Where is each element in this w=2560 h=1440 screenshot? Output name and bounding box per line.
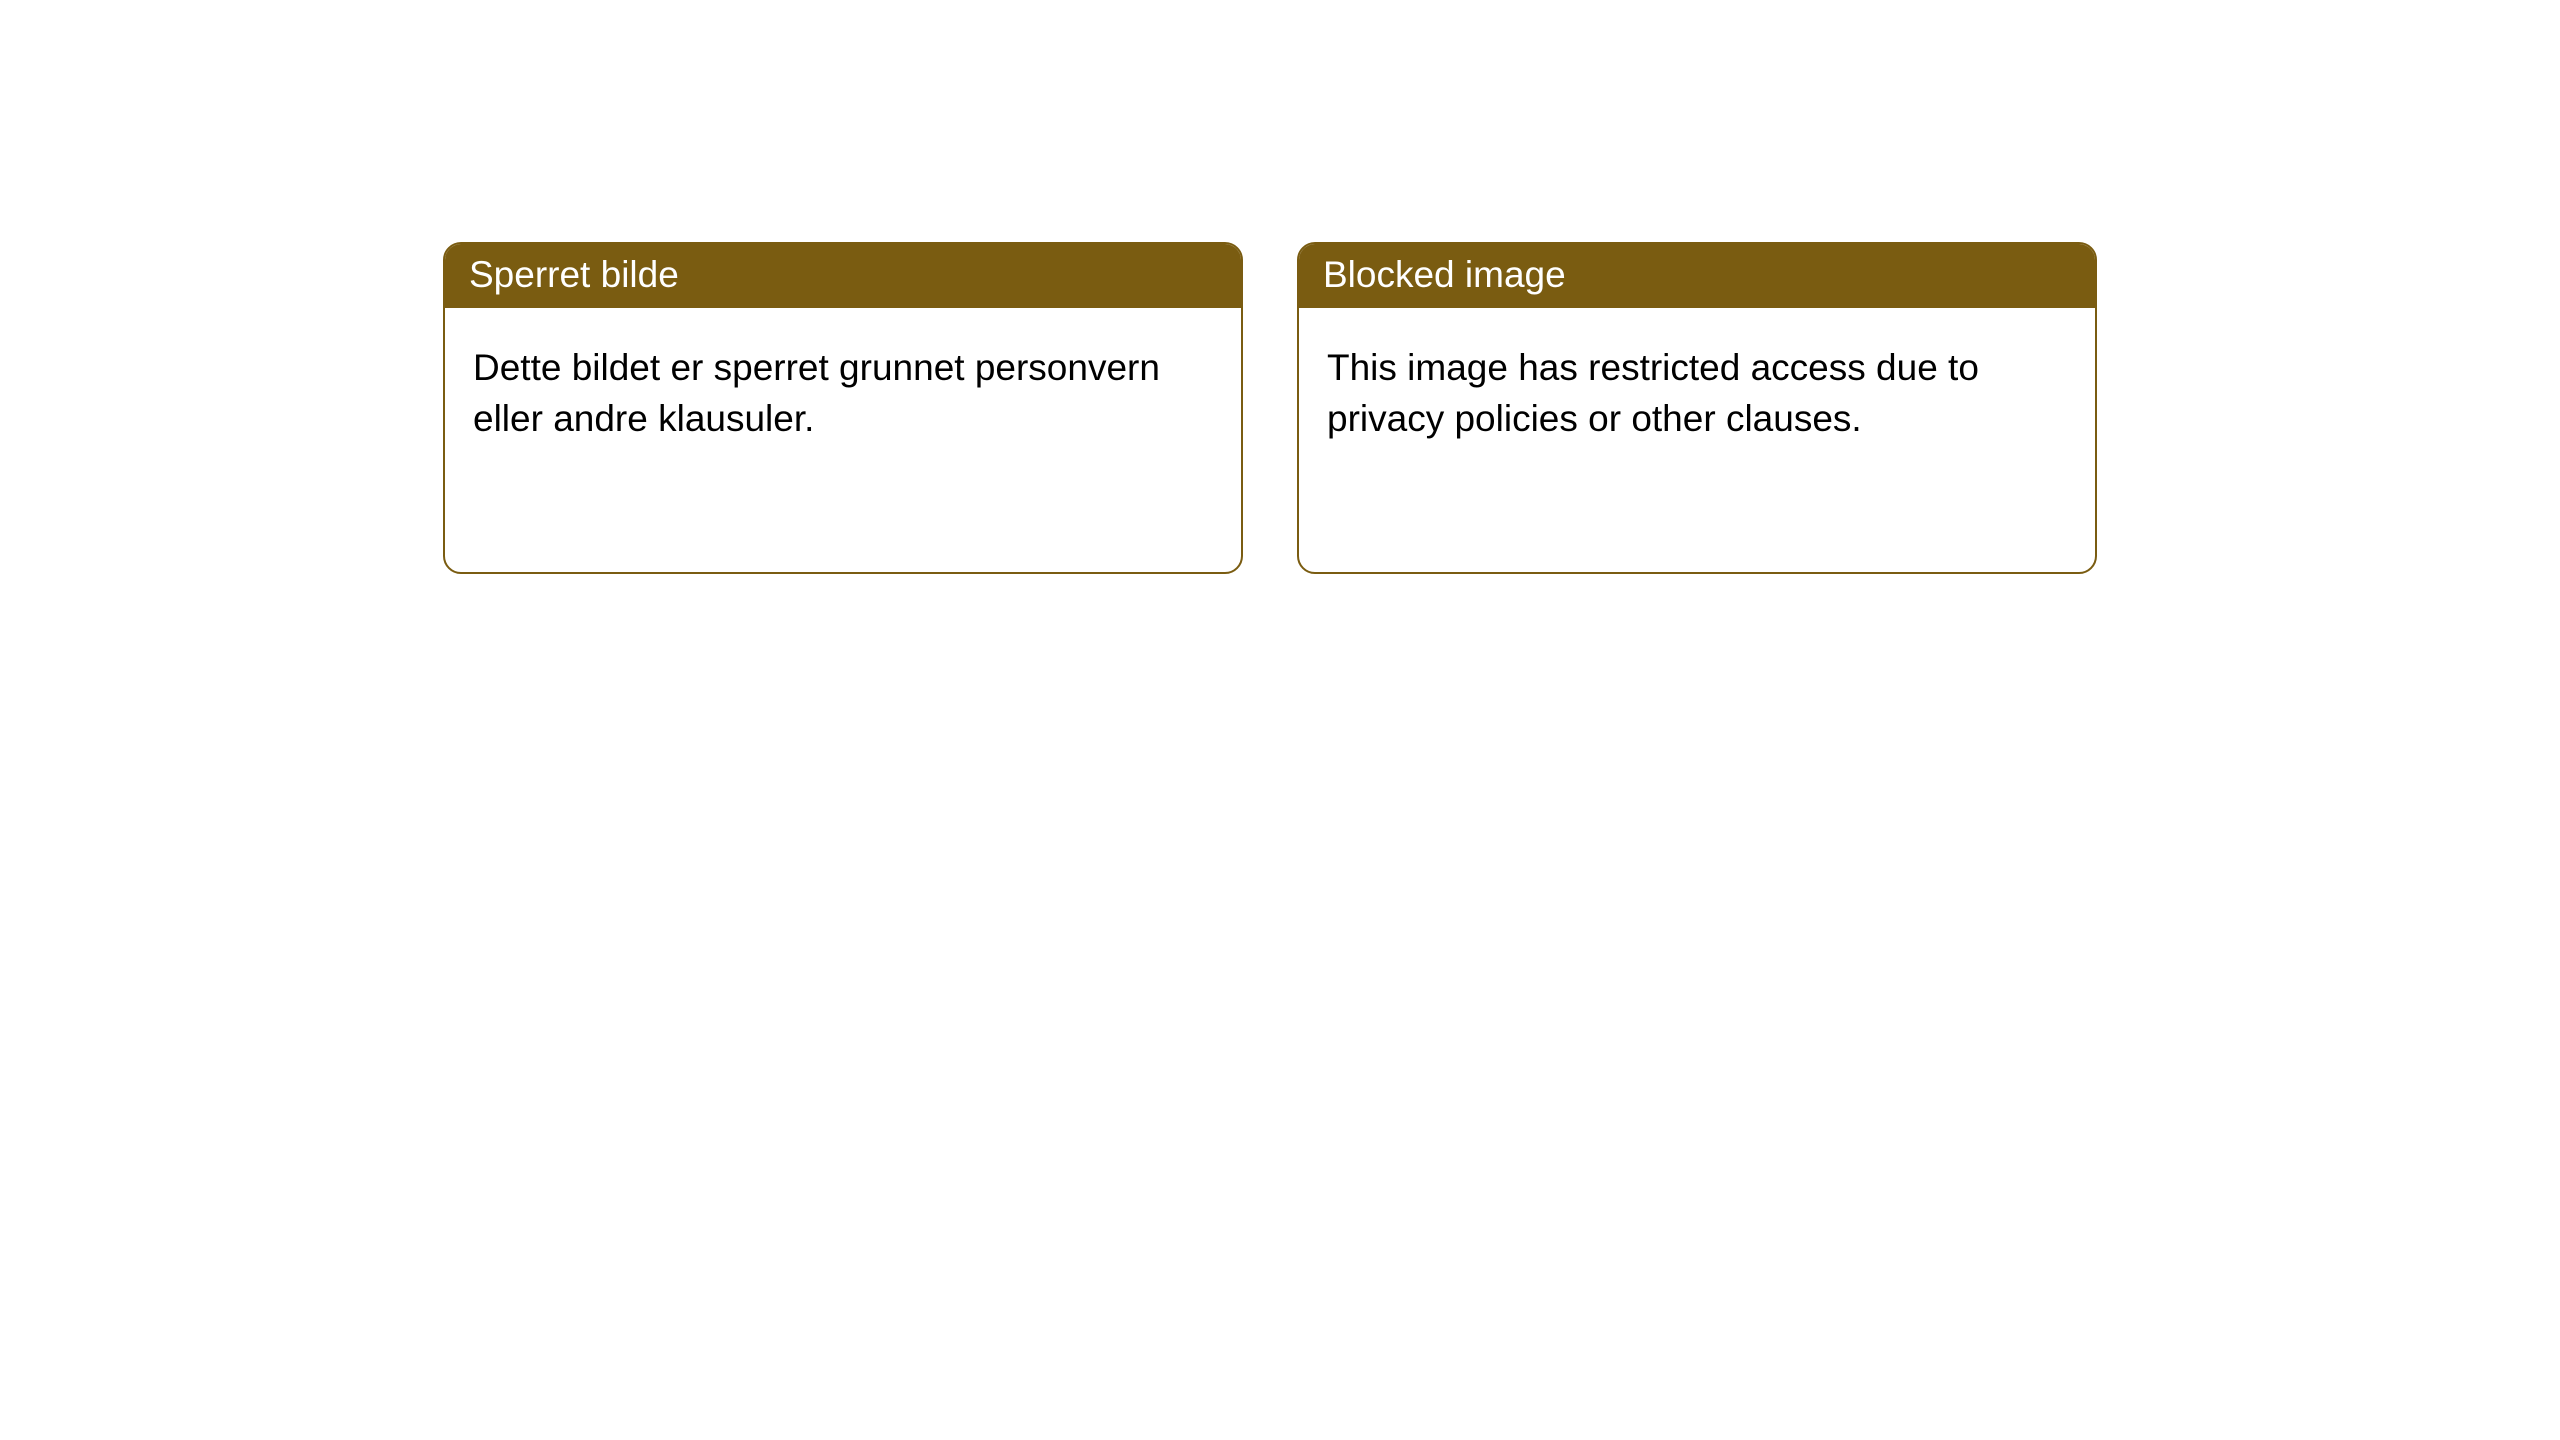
- blocked-image-card-norwegian: Sperret bilde Dette bildet er sperret gr…: [443, 242, 1243, 574]
- card-title: Blocked image: [1299, 244, 2095, 308]
- card-body-text: Dette bildet er sperret grunnet personve…: [445, 308, 1241, 472]
- card-title: Sperret bilde: [445, 244, 1241, 308]
- card-body-text: This image has restricted access due to …: [1299, 308, 2095, 472]
- blocked-image-card-english: Blocked image This image has restricted …: [1297, 242, 2097, 574]
- notice-cards-container: Sperret bilde Dette bildet er sperret gr…: [0, 0, 2560, 574]
